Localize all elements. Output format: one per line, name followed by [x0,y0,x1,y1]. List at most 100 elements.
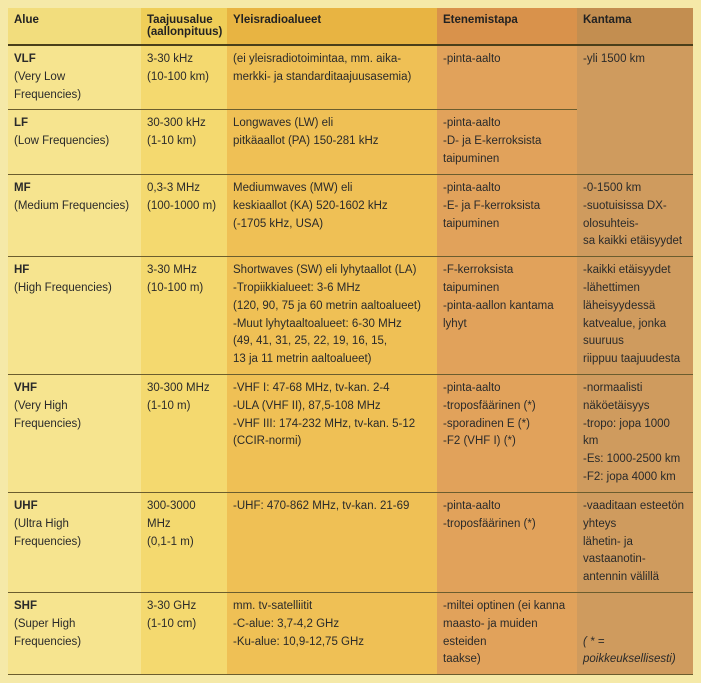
table-row: HF(High Frequencies) 3-30 MHz(10-100 m) Sh… [8,257,693,375]
cell-line: -suotuisissa DX-olosuhteis- [583,198,687,234]
cell-line: riippuu taajuudesta [583,351,687,369]
cell-line: -yli 1500 km [583,51,687,69]
cell-line: 30-300 kHz [147,115,221,133]
cell-line: -pinta-aalto [443,51,571,69]
cell-kantama: -vaaditaan esteetön yhteys lähetin- ja v… [577,492,693,592]
cell-line: -pinta-aalto [443,115,571,133]
cell-line: UHF [14,498,135,516]
cell-line: -tropo: jopa 1000 km [583,416,687,452]
cell-line: 30-300 MHz [147,380,221,398]
cell-taajuusalue: 30-300 MHz(1-10 m) [141,375,227,493]
cell-line: -F-kerroksista taipuminen [443,262,571,298]
spacer [583,598,687,634]
cell-taajuusalue: 3-30 GHz(1-10 cm) [141,592,227,674]
cell-line: (Ultra High Frequencies) [14,516,135,552]
cell-line: lähetin- ja vastaanotin- [583,534,687,570]
cell-line: (100-1000 m) [147,198,221,216]
cell-line: (High Frequencies) [14,280,135,298]
cell-line: (1-10 km) [147,133,221,151]
cell-line: antennin välillä [583,569,687,587]
cell-line: -pinta-aalto [443,180,571,198]
cell-line: taakse) [443,651,571,669]
cell-eteneminen: -pinta-aalto-D- ja E-kerroksista taipumi… [437,110,577,174]
cell-alue: UHF(Ultra High Frequencies) [8,492,141,592]
cell-line: -normaalisti näköetäisyys [583,380,687,416]
cell-line: VHF [14,380,135,398]
cell-alue: VHF(Very High Frequencies) [8,375,141,493]
cell-line: (CCIR-normi) [233,433,431,451]
cell-line: -UHF: 470-862 MHz, tv-kan. 21-69 [233,498,431,516]
cell-line: Longwaves (LW) eli [233,115,431,133]
cell-eteneminen: -pinta-aalto [437,45,577,110]
cell-taajuusalue: 3-30 kHz(10-100 km) [141,45,227,110]
cell-line: -F2: jopa 4000 km [583,469,687,487]
cell-line: MF [14,180,135,198]
cell-line: mm. tv-satelliitit [233,598,431,616]
cell-line: 3-30 MHz [147,262,221,280]
cell-line: maasto- ja muiden esteiden [443,616,571,652]
cell-eteneminen: -miltei optinen (ei kanna maasto- ja mui… [437,592,577,674]
cell-yleisradio: Shortwaves (SW) eli lyhytaallot (LA)-Tro… [227,257,437,375]
cell-alue: LF(Low Frequencies) [8,110,141,174]
table-row: SHF(Super High Frequencies)3-30 GHz(1-10… [8,592,693,674]
cell-line: SHF [14,598,135,616]
cell-line: (Super High Frequencies) [14,616,135,652]
cell-line: -troposfäärinen (*) [443,516,571,534]
header-etenemistapa: Etenemistapa [437,8,577,45]
cell-eteneminen: -pinta-aalto-troposfäärinen (*)-sporadin… [437,375,577,493]
cell-eteneminen: -pinta-aalto-E- ja F-kerroksista taipumi… [437,174,577,256]
cell-alue: SHF(Super High Frequencies) [8,592,141,674]
cell-line: Shortwaves (SW) eli lyhytaallot (LA) [233,262,431,280]
table-row: VHF(Very High Frequencies)30-300 MHz(1-1… [8,375,693,493]
cell-taajuusalue: 0,3-3 MHz(100-1000 m) [141,174,227,256]
cell-line: (10-100 m) [147,280,221,298]
cell-line: sa kaikki etäisyydet [583,233,687,251]
cell-yleisradio: mm. tv-satelliitit-C-alue: 3,7-4,2 GHz-K… [227,592,437,674]
header-taajuusalue-line1: Taajuusalue [147,14,221,26]
cell-eteneminen: -pinta-aalto-troposfäärinen (*) [437,492,577,592]
table-row: UHF(Ultra High Frequencies)300-3000 MHz(… [8,492,693,592]
cell-line: -Tropiikkialueet: 3-6 MHz [233,280,431,298]
cell-line: keskiaallot (KA) 520-1602 kHz [233,198,431,216]
cell-line: (Very High Frequencies) [14,398,135,434]
cell-line: 13 ja 11 metrin aaltoalueet) [233,351,431,369]
cell-eteneminen: -F-kerroksista taipuminen-pinta-aallon k… [437,257,577,375]
cell-yleisradio: Longwaves (LW) elipitkäaallot (PA) 150-2… [227,110,437,174]
cell-line: 3-30 kHz [147,51,221,69]
cell-line: -E- ja F-kerroksista taipuminen [443,198,571,234]
cell-alue: MF(Medium Frequencies) [8,174,141,256]
table-body: VLF(Very Low Frequencies)3-30 kHz(10-100… [8,45,693,675]
cell-line: (Very Low Frequencies) [14,69,135,105]
cell-line: (1-10 cm) [147,616,221,634]
cell-taajuusalue: 300-3000 MHz(0,1-1 m) [141,492,227,592]
cell-kantama: -kaikki etäisyydet-lähettimen läheisyyde… [577,257,693,375]
header-yleisradioalueet: Yleisradioalueet [227,8,437,45]
cell-line: -pinta-aalto [443,380,571,398]
cell-line: -pinta-aalto [443,498,571,516]
table-row: MF(Medium Frequencies)0,3-3 MHz(100-1000… [8,174,693,256]
cell-line: -Ku-alue: 10,9-12,75 GHz [233,634,431,652]
cell-line: pitkäaallot (PA) 150-281 kHz [233,133,431,151]
header-alue: Alue [8,8,141,45]
cell-yleisradio: Mediumwaves (MW) elikeskiaallot (KA) 520… [227,174,437,256]
cell-kantama: -0-1500 km-suotuisissa DX-olosuhteis- sa… [577,174,693,256]
cell-line: -Es: 1000-2500 km [583,451,687,469]
cell-line: (Low Frequencies) [14,133,135,151]
frequency-bands-table: Alue Taajuusalue (aallonpituus) Yleisrad… [8,8,693,675]
cell-line: HF [14,262,135,280]
cell-line: (ei yleisradiotoimintaa, mm. aika- [233,51,431,69]
cell-alue: VLF(Very Low Frequencies) [8,45,141,110]
cell-line: -F2 (VHF I) (*) [443,433,571,451]
cell-line: Mediumwaves (MW) eli [233,180,431,198]
cell-line: -VHF III: 174-232 MHz, tv-kan. 5-12 [233,416,431,434]
cell-line: -vaaditaan esteetön yhteys [583,498,687,534]
cell-yleisradio: -UHF: 470-862 MHz, tv-kan. 21-69 [227,492,437,592]
cell-line: -VHF I: 47-68 MHz, tv-kan. 2-4 [233,380,431,398]
cell-line: -D- ja E-kerroksista taipuminen [443,133,571,169]
cell-yleisradio: (ei yleisradiotoimintaa, mm. aika-merkki… [227,45,437,110]
cell-line: -sporadinen E (*) [443,416,571,434]
header-taajuusalue-line2: (aallonpituus) [147,26,221,38]
cell-line: -Muut lyhytaaltoalueet: 6-30 MHz [233,316,431,334]
cell-line: -kaikki etäisyydet [583,262,687,280]
cell-line: (120, 90, 75 ja 60 metrin aaltoalueet) [233,298,431,316]
